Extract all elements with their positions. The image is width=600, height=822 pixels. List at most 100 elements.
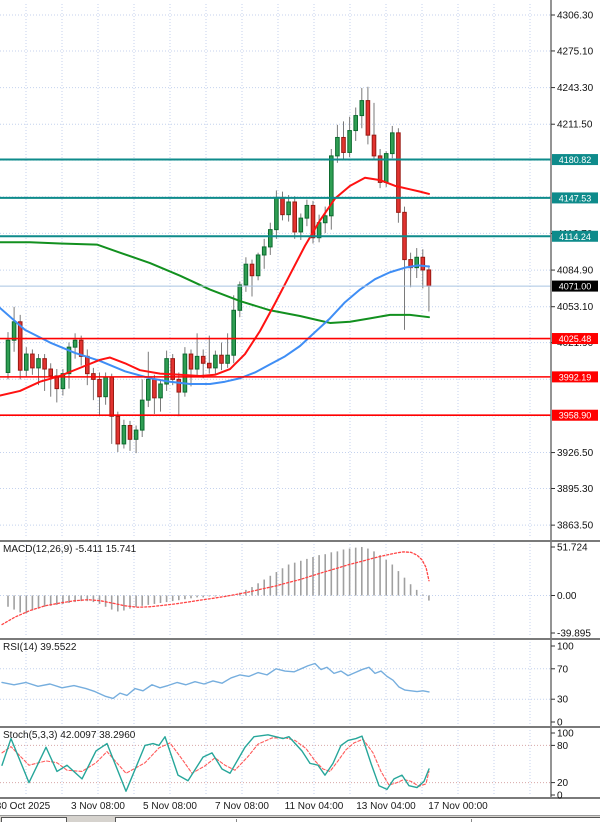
candle (280, 196, 285, 216)
candle (298, 217, 304, 233)
time-axis-label: 13 Nov 04:00 (356, 801, 416, 812)
candle (188, 353, 194, 370)
candle (237, 284, 243, 311)
bottom-strip-button[interactable] (1, 817, 67, 822)
candle (390, 132, 395, 155)
price-badge-label: 3958.90 (559, 411, 592, 421)
candle (377, 155, 383, 183)
bottom-strip-scrollbar[interactable] (115, 817, 600, 822)
candle (255, 254, 261, 277)
candle (97, 378, 102, 398)
candle (292, 201, 297, 233)
price-axis-label: 4084.90 (557, 266, 594, 277)
price-badge (552, 333, 598, 345)
candle (420, 256, 426, 271)
rsi-axis-label: 70 (557, 664, 569, 675)
candle (335, 136, 340, 157)
price-axis-label: 4243.30 (557, 83, 594, 94)
price-badge-label: 4071.00 (559, 282, 592, 292)
macd-axis-label: 51.724 (557, 543, 588, 554)
price-badge (552, 230, 598, 242)
candle (359, 100, 365, 117)
price-badge-label: 4180.82 (559, 155, 592, 165)
candle (353, 115, 358, 132)
candle (60, 373, 66, 390)
ma-slow-green-line (0, 241, 430, 324)
time-axis-label: 5 Nov 08:00 (143, 801, 197, 812)
price-axis-label: 3895.30 (557, 484, 594, 495)
stoch-axis-label: 0 (557, 791, 563, 802)
candle (396, 132, 401, 213)
rsi-axis-label: 100 (557, 642, 574, 653)
bottom-strip-tick (471, 819, 472, 822)
time-axis: 30 Oct 2025 3 Nov 08:00 5 Nov 08:00 7 Nov 0… (0, 799, 600, 815)
macd-indicator-label: MACD(12,26,9) -5.411 15.741 (3, 544, 137, 555)
candle (170, 358, 175, 380)
rsi-axis-label: 0 (557, 718, 563, 729)
candle (42, 358, 47, 370)
candle (109, 376, 115, 417)
candle (347, 130, 352, 153)
price-axis-label: 4211.50 (557, 120, 593, 131)
candle (268, 229, 273, 248)
time-axis-label: 11 Nov 04:00 (284, 801, 344, 812)
price-axis-label: 3863.50 (557, 521, 594, 532)
candle (5, 339, 11, 373)
time-axis-label: 3 Nov 08:00 (71, 801, 125, 812)
candle (17, 321, 23, 371)
stoch-k-line (1, 734, 430, 792)
price-badge-label: 3992.19 (559, 372, 592, 382)
stoch-d-line (1, 737, 430, 787)
candle (286, 201, 291, 216)
candle (261, 246, 267, 256)
candle (243, 263, 249, 286)
price-badge (552, 371, 598, 383)
stoch-axis-label: 100 (557, 729, 574, 740)
candle (103, 376, 108, 398)
candle (11, 321, 17, 341)
candle (310, 204, 316, 239)
price-badge (552, 409, 598, 421)
macd-axis-label: -39.895 (557, 629, 591, 640)
time-axis-label: 17 Nov 00:00 (428, 801, 488, 812)
candle (133, 429, 139, 440)
candle (426, 269, 432, 287)
candle (200, 355, 206, 364)
candle (115, 415, 121, 445)
candle (371, 134, 377, 157)
candle (383, 153, 389, 183)
price-badge (552, 192, 598, 204)
candle (365, 100, 371, 136)
price-axis-label: 4275.10 (557, 46, 594, 57)
candle (176, 378, 182, 393)
time-axis-label: 30 Oct 2025 (0, 801, 51, 812)
candle (121, 424, 127, 445)
time-axis-label: 7 Nov 08:00 (215, 801, 269, 812)
rsi-indicator-label: RSI(14) 39.5522 (3, 642, 77, 653)
rsi-line (1, 662, 430, 700)
price-badge (552, 154, 598, 166)
candle (152, 378, 157, 399)
price-axis-label: 4306.30 (557, 11, 594, 22)
price-badge-label: 4114.24 (559, 232, 591, 242)
candle (249, 263, 255, 277)
candle (322, 215, 328, 224)
candle (158, 383, 163, 399)
candle (48, 368, 54, 377)
candle (24, 353, 29, 371)
candle (219, 354, 224, 364)
candle (213, 354, 218, 369)
ma-fast-blue-line (0, 264, 430, 386)
price-axis-label: 4053.10 (557, 302, 594, 313)
candle (414, 256, 419, 269)
macd-axis-label: 0.00 (557, 591, 577, 602)
price-badge (552, 280, 598, 292)
price-badge-label: 4025.48 (559, 334, 592, 344)
candle (66, 346, 72, 375)
ma-mid-red-line (0, 176, 430, 397)
bottom-panel-strip (0, 815, 600, 822)
stoch-indicator-label: Stoch(5,3,3) 42.0097 38.2960 (3, 730, 136, 741)
candle (274, 196, 279, 231)
